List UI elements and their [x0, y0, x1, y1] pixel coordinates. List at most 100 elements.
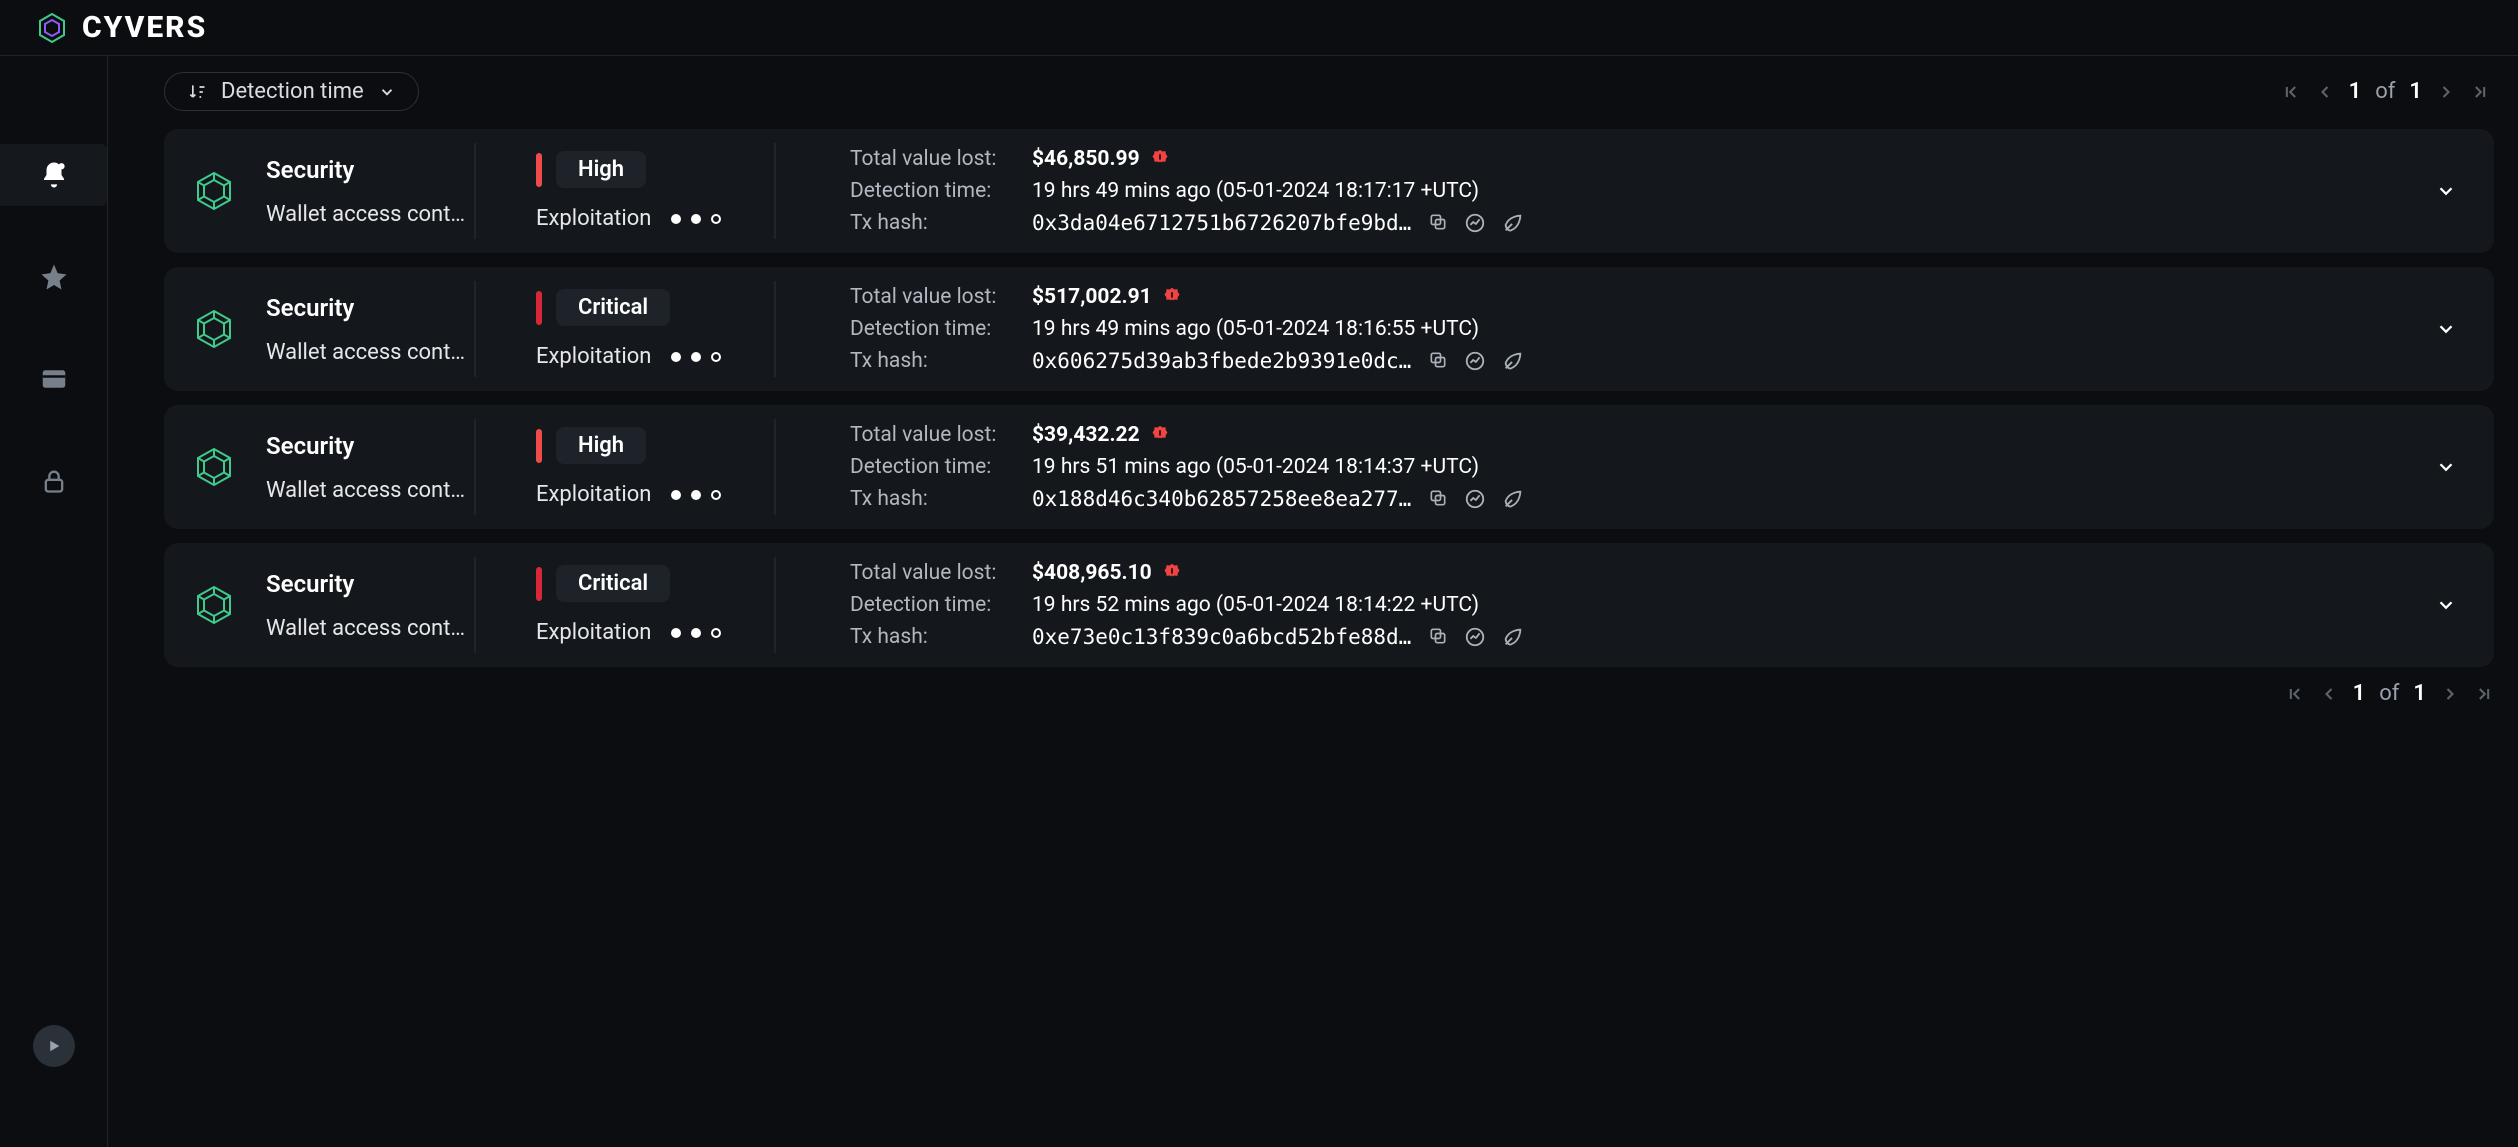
pager-next-button[interactable] — [2436, 82, 2456, 102]
alert-card[interactable]: Security Wallet access cont... High Expl… — [164, 129, 2494, 253]
alert-card[interactable]: Security Wallet access cont... Critical … — [164, 543, 2494, 667]
label-total-value-lost: Total value lost: — [850, 147, 1022, 171]
sort-dropdown[interactable]: Detection time — [164, 72, 419, 111]
expand-card-button[interactable] — [2426, 180, 2466, 202]
open-explorer-button[interactable] — [1464, 350, 1486, 372]
value-total-value-lost: $517,002.91 — [1032, 285, 1152, 309]
open-trace-button[interactable] — [1502, 488, 1524, 510]
chevron-down-icon — [378, 83, 396, 101]
value-detection-time: 19 hrs 52 mins ago (05-01-2024 18:14:22 … — [1032, 593, 2426, 617]
pager-bottom: 1 of 1 — [2285, 681, 2494, 706]
divider — [474, 143, 476, 239]
sidebar-play-button[interactable] — [33, 1025, 75, 1067]
exploitation-dots-icon — [671, 628, 721, 638]
pager-next-button[interactable] — [2440, 684, 2460, 704]
value-tx-hash: 0x3da04e6712751b6726207bfe9bdce8141... — [1032, 211, 1412, 235]
expand-card-button[interactable] — [2426, 594, 2466, 616]
value-total-value-lost: $46,850.99 — [1032, 147, 1140, 171]
exploitation-label: Exploitation — [536, 344, 651, 369]
label-total-value-lost: Total value lost: — [850, 285, 1022, 309]
label-total-value-lost: Total value lost: — [850, 423, 1022, 447]
pager-last-button[interactable] — [2474, 684, 2494, 704]
pager-current: 1 — [2349, 79, 2362, 104]
label-tx-hash: Tx hash: — [850, 211, 1022, 235]
value-total-value-lost: $408,965.10 — [1032, 561, 1152, 585]
divider — [774, 143, 776, 239]
alert-category: Security — [266, 294, 466, 322]
brand-title: CYVERS — [82, 10, 207, 45]
pager-of-label: of — [2375, 79, 2395, 104]
warning-badge-icon — [1150, 425, 1170, 445]
open-trace-button[interactable] — [1502, 350, 1524, 372]
open-explorer-button[interactable] — [1464, 212, 1486, 234]
open-trace-button[interactable] — [1502, 626, 1524, 648]
divider — [474, 419, 476, 515]
pager-first-button[interactable] — [2285, 684, 2305, 704]
divider — [774, 281, 776, 377]
alert-category: Security — [266, 570, 466, 598]
topbar: CYVERS — [0, 0, 2518, 56]
pager-prev-button[interactable] — [2315, 82, 2335, 102]
divider — [774, 557, 776, 653]
exploitation-dots-icon — [671, 352, 721, 362]
sort-icon — [187, 82, 207, 102]
play-icon — [45, 1037, 63, 1055]
sidebar-item-security[interactable] — [0, 450, 107, 512]
open-explorer-button[interactable] — [1464, 488, 1486, 510]
alert-card[interactable]: Security Wallet access cont... High Expl… — [164, 405, 2494, 529]
pager-top: 1 of 1 — [2281, 79, 2490, 104]
chevron-down-icon — [2435, 180, 2457, 202]
value-detection-time: 19 hrs 49 mins ago (05-01-2024 18:17:17 … — [1032, 179, 2426, 203]
value-detection-time: 19 hrs 51 mins ago (05-01-2024 18:14:37 … — [1032, 455, 2426, 479]
pager-prev-button[interactable] — [2319, 684, 2339, 704]
severity-bar-icon — [536, 153, 542, 187]
severity-bar-icon — [536, 567, 542, 601]
open-explorer-button[interactable] — [1464, 626, 1486, 648]
severity-label: High — [556, 151, 646, 188]
exploitation-label: Exploitation — [536, 482, 651, 507]
value-total-value-lost: $39,432.22 — [1032, 423, 1140, 447]
label-total-value-lost: Total value lost: — [850, 561, 1022, 585]
bell-alert-icon — [39, 160, 69, 190]
exploitation-dots-icon — [671, 490, 721, 500]
expand-card-button[interactable] — [2426, 318, 2466, 340]
label-detection-time: Detection time: — [850, 317, 1022, 341]
sidebar-item-reports[interactable] — [0, 348, 107, 410]
label-tx-hash: Tx hash: — [850, 349, 1022, 373]
severity-label: High — [556, 427, 646, 464]
alert-card[interactable]: Security Wallet access cont... Critical … — [164, 267, 2494, 391]
chain-cube-icon — [192, 583, 236, 627]
exploitation-dots-icon — [671, 214, 721, 224]
severity-bar-icon — [536, 291, 542, 325]
severity-chip: High — [536, 151, 646, 188]
severity-label: Critical — [556, 289, 670, 326]
warning-badge-icon — [1162, 287, 1182, 307]
value-tx-hash: 0x188d46c340b62857258ee8ea277dece... — [1032, 487, 1412, 511]
divider — [474, 557, 476, 653]
label-tx-hash: Tx hash: — [850, 625, 1022, 649]
sidebar-item-alerts[interactable] — [0, 144, 107, 206]
value-tx-hash: 0x606275d39ab3fbede2b9391e0dc1762d... — [1032, 349, 1412, 373]
alert-name: Wallet access cont... — [266, 616, 466, 641]
copy-hash-button[interactable] — [1428, 350, 1448, 372]
alert-category: Security — [266, 432, 466, 460]
list-controls: Detection time 1 of — [164, 66, 2494, 129]
pager-of-label: of — [2379, 681, 2399, 706]
severity-chip: High — [536, 427, 646, 464]
expand-card-button[interactable] — [2426, 456, 2466, 478]
pager-first-button[interactable] — [2281, 82, 2301, 102]
open-trace-button[interactable] — [1502, 212, 1524, 234]
copy-hash-button[interactable] — [1428, 212, 1448, 234]
warning-badge-icon — [1150, 149, 1170, 169]
pager-last-button[interactable] — [2470, 82, 2490, 102]
sidebar — [0, 56, 108, 1147]
card-icon — [39, 364, 69, 394]
copy-hash-button[interactable] — [1428, 488, 1448, 510]
alerts-list: Security Wallet access cont... High Expl… — [164, 129, 2494, 667]
alert-name: Wallet access cont... — [266, 478, 466, 503]
chain-cube-icon — [192, 307, 236, 351]
severity-chip: Critical — [536, 565, 670, 602]
sidebar-item-favorites[interactable] — [0, 246, 107, 308]
copy-hash-button[interactable] — [1428, 626, 1448, 648]
lock-icon — [40, 467, 68, 495]
